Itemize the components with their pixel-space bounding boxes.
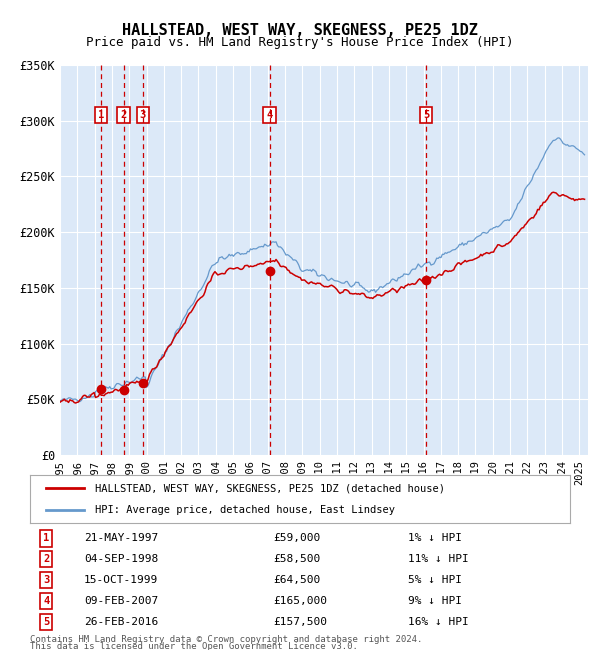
Text: 2: 2 [121, 110, 127, 120]
Text: £165,000: £165,000 [273, 596, 327, 606]
Text: 04-SEP-1998: 04-SEP-1998 [84, 554, 158, 564]
Text: 5% ↓ HPI: 5% ↓ HPI [408, 575, 462, 585]
Text: This data is licensed under the Open Government Licence v3.0.: This data is licensed under the Open Gov… [30, 642, 358, 650]
Text: 1% ↓ HPI: 1% ↓ HPI [408, 534, 462, 543]
Text: 5: 5 [423, 110, 429, 120]
Text: 15-OCT-1999: 15-OCT-1999 [84, 575, 158, 585]
Text: HALLSTEAD, WEST WAY, SKEGNESS, PE25 1DZ (detached house): HALLSTEAD, WEST WAY, SKEGNESS, PE25 1DZ … [95, 483, 445, 493]
Text: 26-FEB-2016: 26-FEB-2016 [84, 617, 158, 627]
Text: £64,500: £64,500 [273, 575, 320, 585]
Text: 4: 4 [266, 110, 273, 120]
Text: 16% ↓ HPI: 16% ↓ HPI [408, 617, 469, 627]
Text: 21-MAY-1997: 21-MAY-1997 [84, 534, 158, 543]
Text: 5: 5 [43, 617, 49, 627]
Text: £157,500: £157,500 [273, 617, 327, 627]
Text: 11% ↓ HPI: 11% ↓ HPI [408, 554, 469, 564]
Text: 3: 3 [140, 110, 146, 120]
Text: HPI: Average price, detached house, East Lindsey: HPI: Average price, detached house, East… [95, 504, 395, 515]
Text: HALLSTEAD, WEST WAY, SKEGNESS, PE25 1DZ: HALLSTEAD, WEST WAY, SKEGNESS, PE25 1DZ [122, 23, 478, 38]
Text: £59,000: £59,000 [273, 534, 320, 543]
Text: £58,500: £58,500 [273, 554, 320, 564]
Text: 2: 2 [43, 554, 49, 564]
Text: 09-FEB-2007: 09-FEB-2007 [84, 596, 158, 606]
Text: 3: 3 [43, 575, 49, 585]
Text: 1: 1 [98, 110, 104, 120]
Text: 1: 1 [43, 534, 49, 543]
Text: 4: 4 [43, 596, 49, 606]
Text: 9% ↓ HPI: 9% ↓ HPI [408, 596, 462, 606]
Text: Price paid vs. HM Land Registry's House Price Index (HPI): Price paid vs. HM Land Registry's House … [86, 36, 514, 49]
Text: Contains HM Land Registry data © Crown copyright and database right 2024.: Contains HM Land Registry data © Crown c… [30, 635, 422, 644]
